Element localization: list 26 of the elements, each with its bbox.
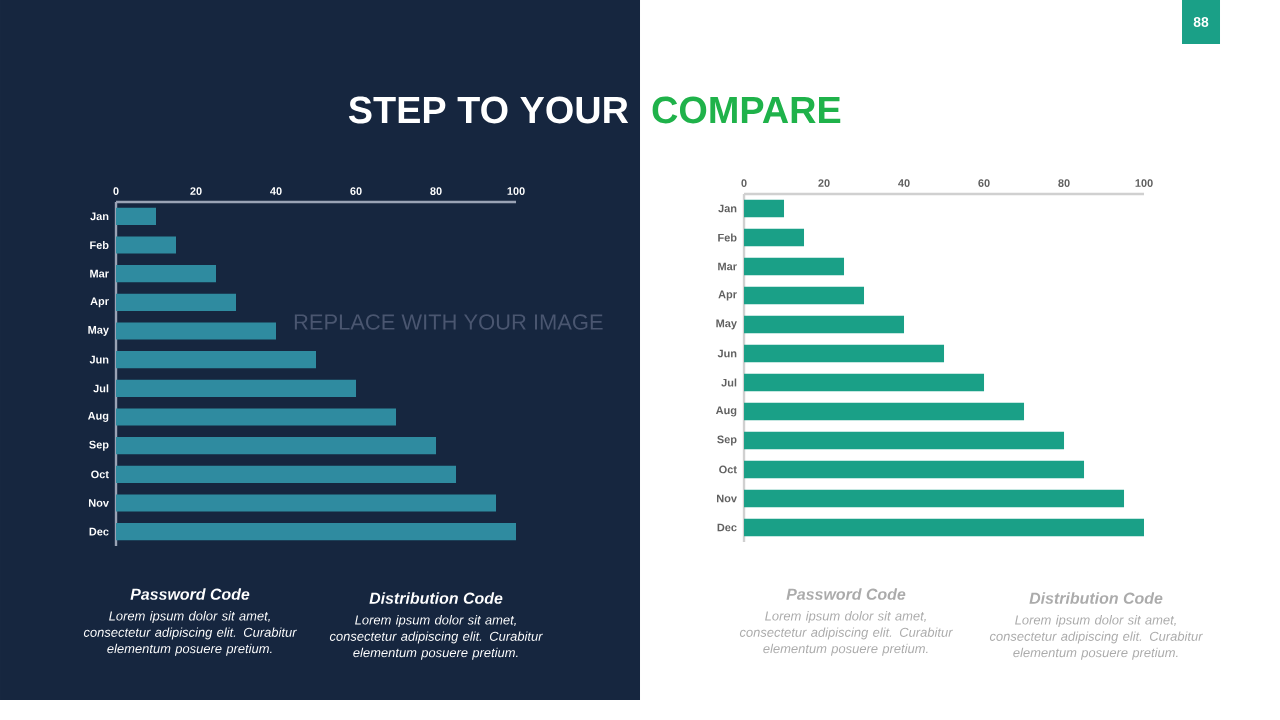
bar xyxy=(744,199,785,218)
bar xyxy=(744,257,845,276)
bar xyxy=(744,460,1085,479)
bar xyxy=(744,228,805,247)
bar xyxy=(116,293,237,311)
bar xyxy=(116,207,157,225)
bar xyxy=(744,402,1025,421)
bar xyxy=(116,351,317,369)
bar xyxy=(116,523,517,541)
chart-title: COMPARE xyxy=(652,96,841,124)
bar xyxy=(116,437,437,455)
bar xyxy=(116,465,457,483)
chart-title: STEP TO YOUR xyxy=(348,96,629,124)
bar xyxy=(116,236,177,254)
bar xyxy=(744,344,945,363)
bar xyxy=(744,489,1125,508)
bar xyxy=(116,265,217,283)
bar xyxy=(116,322,277,340)
bar xyxy=(116,494,497,512)
bar xyxy=(116,408,397,426)
bar xyxy=(744,373,985,392)
bar xyxy=(744,286,865,305)
bar xyxy=(744,315,905,334)
bar xyxy=(744,431,1065,450)
bar xyxy=(744,518,1145,537)
bar xyxy=(116,379,357,397)
